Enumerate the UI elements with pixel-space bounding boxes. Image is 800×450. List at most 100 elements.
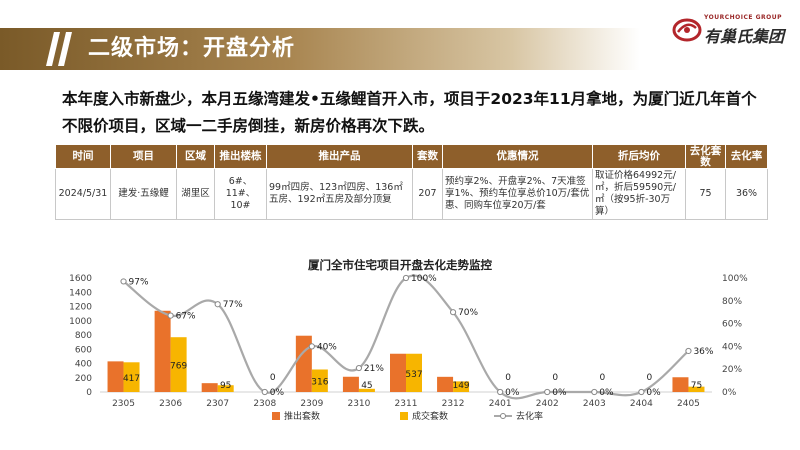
rate-point xyxy=(497,388,504,396)
bar-sold-label: 0 xyxy=(647,373,653,383)
rate-point xyxy=(214,301,221,308)
th-project: 项目 xyxy=(110,144,177,169)
bar-launched xyxy=(295,335,312,392)
rate-point xyxy=(402,274,410,282)
x-tick-label: 2310 xyxy=(347,399,370,409)
bar-sold xyxy=(123,362,140,392)
left-tick-label: 200 xyxy=(75,374,92,384)
bar-launched xyxy=(390,353,406,392)
th-area: 区域 xyxy=(176,144,215,169)
table-header-row: 时间 项目 区域 推出楼栋 推出产品 套数 优惠情况 折后均价 去化套数 去化率 xyxy=(55,144,768,169)
bar-sold xyxy=(217,385,234,392)
bar-sold-label: 316 xyxy=(311,378,328,388)
cell-rate: 36% xyxy=(725,168,768,220)
left-tick-label: 1400 xyxy=(69,288,92,298)
chart-title: 厦门全市住宅项目开盘去化走势监控 xyxy=(308,258,492,272)
bar-sold xyxy=(688,386,705,392)
rate-label: 70% xyxy=(458,308,478,318)
bar-sold-label: 75 xyxy=(691,381,702,391)
rate-label: 97% xyxy=(129,277,149,287)
rate-label: 0% xyxy=(505,388,520,398)
cell-date: 2024/5/31 xyxy=(55,168,111,220)
rate-point xyxy=(638,388,645,396)
x-tick-label: 2401 xyxy=(489,399,512,409)
cell-area: 湖里区 xyxy=(176,168,215,220)
rate-label: 100% xyxy=(411,274,437,284)
rate-label: 21% xyxy=(364,364,384,374)
rate-point xyxy=(120,278,127,285)
right-tick-label: 20% xyxy=(722,365,742,375)
rate-label: 67% xyxy=(176,312,196,322)
left-tick-label: 600 xyxy=(75,345,92,355)
bar-sold-label: 45 xyxy=(361,381,372,391)
left-tick-label: 1000 xyxy=(69,317,92,327)
bar-sold xyxy=(358,388,375,392)
x-tick-label: 2308 xyxy=(253,399,276,409)
bar-sold xyxy=(311,369,328,392)
x-tick-label: 2405 xyxy=(677,399,700,409)
legend-label-rate: 去化率 xyxy=(516,410,543,422)
rate-label: 0% xyxy=(552,388,567,398)
cell-price: 取证价格64992元/㎡，折后59590元/㎡（按95折-30万算） xyxy=(592,168,686,220)
bar-launched xyxy=(342,376,359,392)
company-logo: YOURCHOICE GROUP 有巢氏集团 xyxy=(672,12,796,46)
rate-label: 77% xyxy=(223,300,243,310)
th-discount: 优惠情况 xyxy=(442,144,593,169)
bar-sold-label: 0 xyxy=(270,373,276,383)
x-tick-label: 2404 xyxy=(630,399,653,409)
rate-point xyxy=(591,388,598,396)
th-rate: 去化率 xyxy=(725,144,768,169)
bar-launched xyxy=(437,376,454,392)
x-tick-label: 2307 xyxy=(206,399,229,409)
bar-sold-label: 537 xyxy=(405,370,422,380)
right-tick-label: 0% xyxy=(722,388,737,398)
right-tick-label: 80% xyxy=(722,297,742,307)
right-tick-label: 60% xyxy=(722,320,742,330)
left-tick-label: 0 xyxy=(86,388,92,398)
cell-products: 99㎡四房、123㎡四房、136㎡五房、192㎡五房及部分顶复 xyxy=(266,168,413,220)
cell-discount: 预约享2%、开盘享2%、7天准签享1%、预约车位享总价10万/套优惠、同购车位享… xyxy=(442,168,593,220)
bar-launched xyxy=(107,361,124,392)
rate-point xyxy=(449,309,457,316)
x-tick-label: 2403 xyxy=(583,399,606,409)
rate-label: 0% xyxy=(270,388,285,398)
bar-sold-label: 417 xyxy=(123,374,140,384)
rate-point xyxy=(544,388,551,396)
rate-point xyxy=(167,312,174,319)
legend-marker-rate xyxy=(500,413,506,419)
x-tick-label: 2312 xyxy=(442,399,465,409)
rate-label: 36% xyxy=(693,347,713,357)
legend-label-sold: 成交套数 xyxy=(412,410,448,422)
bar-launched xyxy=(201,383,218,392)
cell-project: 建发·五缘鲤 xyxy=(110,168,177,220)
bar-sold-label: 95 xyxy=(220,381,231,391)
header-stripes-icon xyxy=(46,32,72,66)
summary-text: 本年度入市新盘少，本月五缘湾建发•五缘鲤首开入市，项目于2023年11月拿地，为… xyxy=(62,90,757,135)
bar-sold-label: 769 xyxy=(170,362,187,372)
th-products: 推出产品 xyxy=(266,144,413,169)
legend-label-launched: 推出套数 xyxy=(284,410,320,422)
table-row: 2024/5/31 建发·五缘鲤 湖里区 6#、11#、10# 99㎡四房、12… xyxy=(55,168,768,220)
bar-sold xyxy=(453,381,470,392)
left-tick-label: 400 xyxy=(75,360,92,370)
launch-table: 时间 项目 区域 推出楼栋 推出产品 套数 优惠情况 折后均价 去化套数 去化率… xyxy=(55,144,768,220)
left-tick-label: 800 xyxy=(75,331,92,341)
page-title: 二级市场：开盘分析 xyxy=(88,36,296,61)
th-buildings: 推出楼栋 xyxy=(214,144,267,169)
rate-point xyxy=(355,364,363,372)
bar-sold-label: 0 xyxy=(599,373,605,383)
x-tick-label: 2309 xyxy=(300,399,323,409)
rate-point xyxy=(685,347,692,355)
chart-container: 厦门全市住宅项目开盘去化走势监控 0 200 400 600 800 1000 1200 14… xyxy=(0,250,800,450)
rate-point xyxy=(261,388,268,396)
legend-swatch-launched xyxy=(272,412,280,420)
nest-logo-icon xyxy=(672,18,702,42)
right-tick-label: 40% xyxy=(722,342,742,352)
th-units: 套数 xyxy=(412,144,443,169)
absorption-chart: 厦门全市住宅项目开盘去化走势监控 0 200 400 600 800 1000 1200 14… xyxy=(69,258,748,422)
rate-label: 40% xyxy=(317,342,337,352)
left-tick-label: 1200 xyxy=(69,303,92,313)
bar-sold xyxy=(170,337,187,392)
left-tick-label: 1600 xyxy=(69,274,92,284)
header-band xyxy=(0,28,640,70)
